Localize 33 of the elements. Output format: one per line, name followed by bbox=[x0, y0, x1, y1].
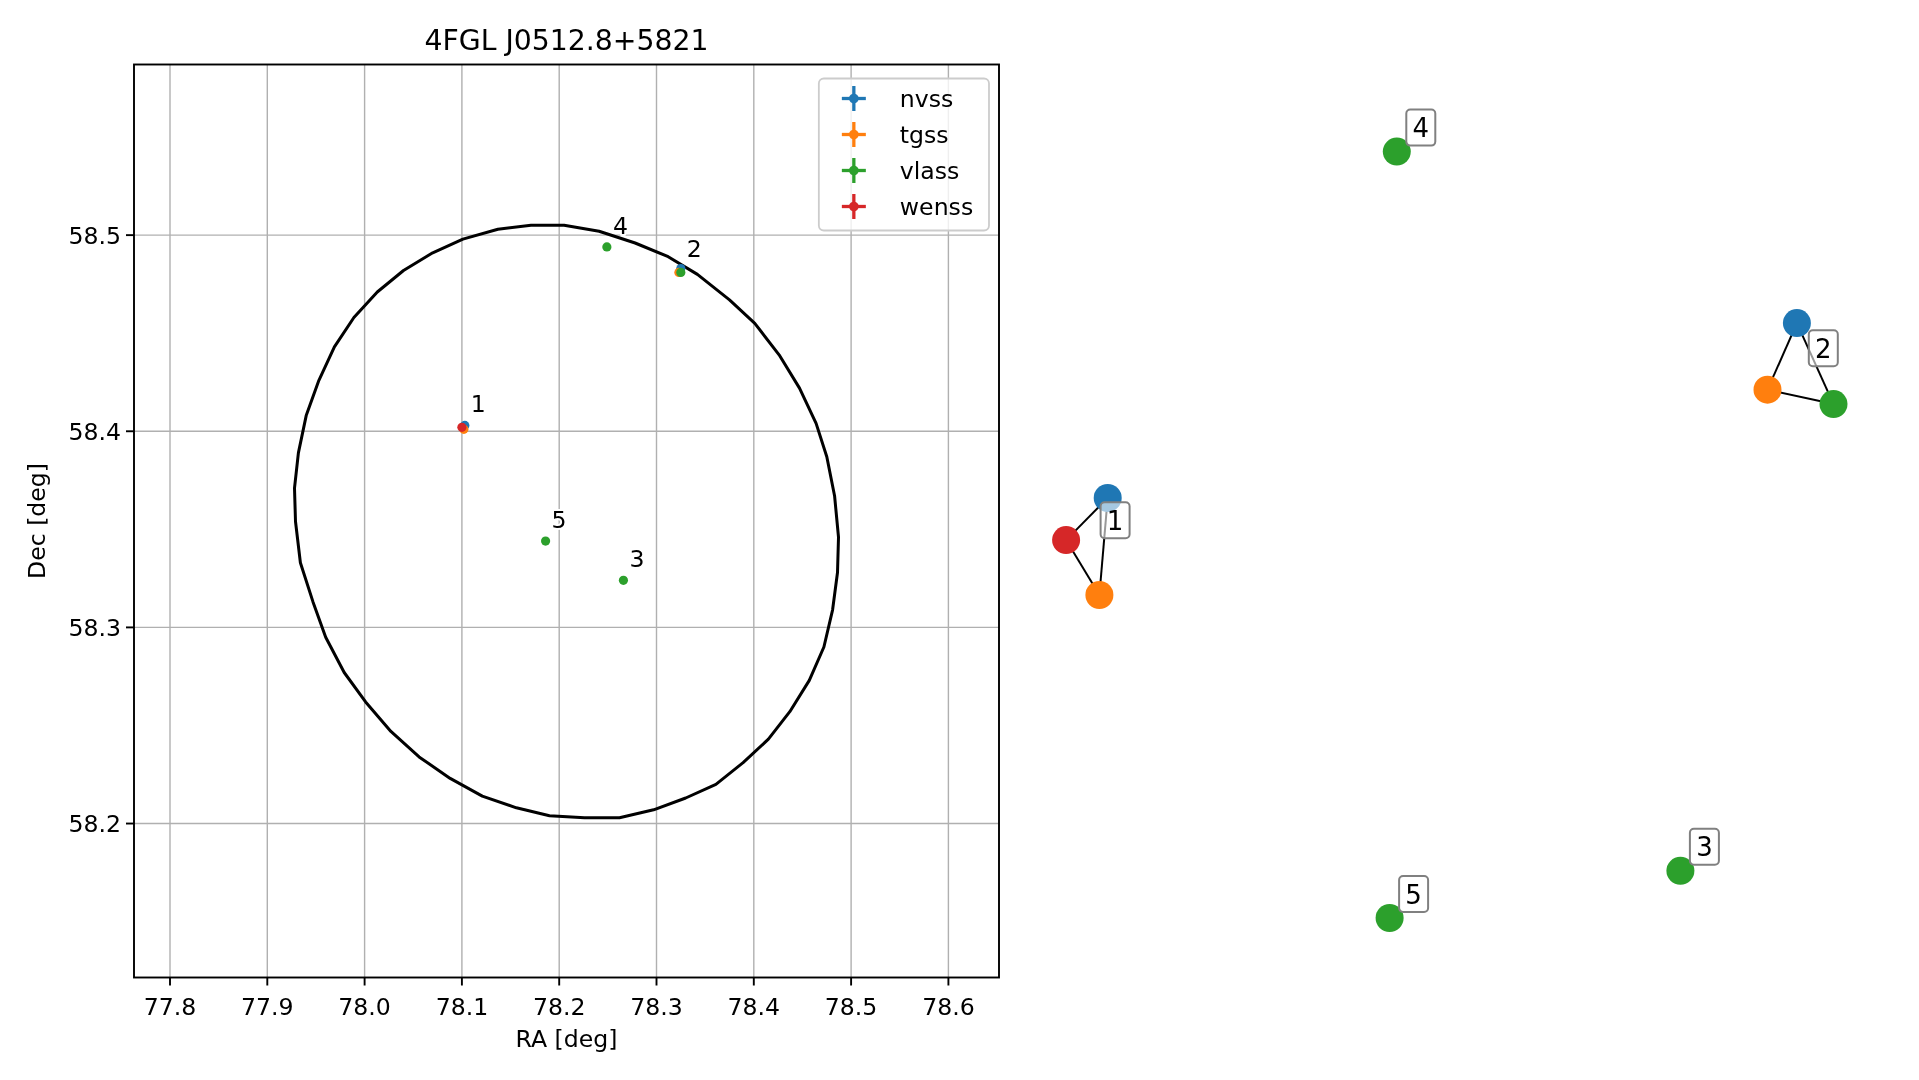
x-tick-label: 77.8 bbox=[143, 992, 197, 1021]
annotation: 2 bbox=[686, 235, 702, 264]
x-tick-label: 78.0 bbox=[338, 992, 391, 1021]
point bbox=[618, 575, 629, 585]
legend-label: nvss bbox=[899, 85, 954, 113]
x-tick-label: 78.6 bbox=[922, 992, 975, 1021]
y-tick-label: 58.4 bbox=[68, 417, 121, 446]
legend-label: tgss bbox=[899, 121, 949, 149]
x-tick-label: 78.4 bbox=[727, 992, 781, 1021]
category-label: 1 bbox=[1106, 505, 1124, 536]
category-label: 3 bbox=[1696, 832, 1713, 863]
x-tick-label: 78.5 bbox=[824, 992, 878, 1021]
y-axis-title: Dec [deg] bbox=[23, 462, 51, 580]
x-axis-title: RA [deg] bbox=[515, 1025, 618, 1053]
annotation: 5 bbox=[551, 506, 567, 535]
x-tick-label: 78.3 bbox=[630, 992, 683, 1021]
point bbox=[602, 242, 612, 252]
annotation: 1 bbox=[470, 390, 486, 419]
point bbox=[540, 536, 551, 546]
category-label: 2 bbox=[1815, 333, 1832, 364]
y-tick-label: 58.5 bbox=[68, 221, 121, 250]
x-tick-label: 78.1 bbox=[435, 992, 489, 1021]
category-label: 4 bbox=[1412, 113, 1430, 144]
legend-label: vlass bbox=[899, 157, 960, 185]
x-tick-label: 77.9 bbox=[241, 992, 294, 1021]
x-tick-label: 78.2 bbox=[532, 992, 586, 1021]
annotation: 3 bbox=[629, 545, 645, 574]
category-label: 5 bbox=[1405, 879, 1422, 910]
chart-title: 4FGL J0512.8+5821 bbox=[424, 24, 709, 57]
annotation: 4 bbox=[612, 211, 628, 240]
y-tick-label: 58.3 bbox=[68, 613, 121, 642]
y-tick-label: 58.2 bbox=[68, 810, 121, 839]
legend-label: wenss bbox=[899, 193, 974, 221]
